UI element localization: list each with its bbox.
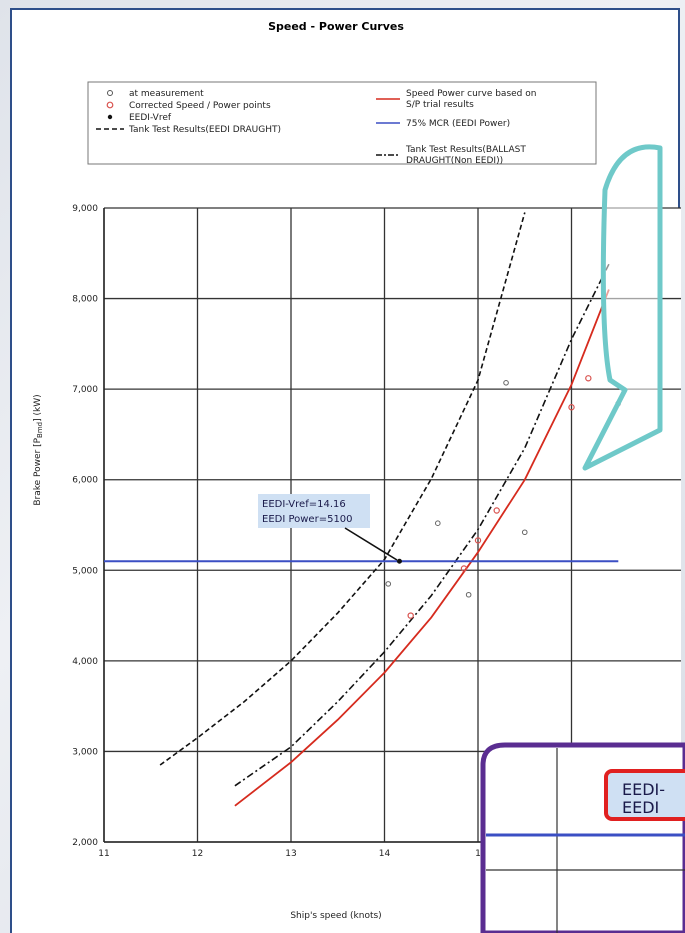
zoom-highlight-box	[604, 769, 685, 821]
y-tick-label: 4,000	[72, 657, 98, 667]
y-axis-label-sub: Bmd	[36, 422, 44, 438]
annotation-pointer	[344, 527, 398, 561]
x-tick-label: 11	[98, 849, 109, 859]
corrected-point	[493, 507, 500, 514]
annotation-bg	[258, 494, 370, 528]
y-tick-label: 8,000	[72, 295, 98, 305]
legend-label-line2: S/P trial results	[406, 100, 474, 110]
series-solid-red	[234, 289, 610, 807]
x-axis-label: Ship's speed (knots)	[290, 911, 381, 921]
legend-marker	[107, 90, 113, 96]
measured-point	[434, 520, 441, 526]
x-tick-label: 1	[475, 849, 481, 859]
corrected-point	[460, 565, 468, 572]
legend-marker	[106, 101, 114, 109]
y-axis-label-prefix: Brake Power [P	[33, 437, 43, 505]
chart-title: Speed - Power Curves	[268, 20, 404, 33]
measured-point	[503, 380, 509, 386]
legend-label: Tank Test Results(BALLAST	[405, 145, 526, 155]
y-tick-label: 7,000	[72, 385, 98, 395]
zoom-text-line1: EEDI-	[622, 780, 665, 799]
legend-label-line2: DRAUGHT(Non EEDI))	[406, 156, 503, 166]
y-tick-label: 3,000	[72, 747, 98, 757]
annotation-line1: EEDI-Vref=14.16	[262, 499, 346, 510]
corrected-point	[474, 537, 482, 544]
corrected-point	[407, 612, 414, 619]
x-tick-label: 14	[379, 849, 391, 859]
y-tick-label: 6,000	[72, 476, 98, 486]
zoom-text-line2: EEDI	[622, 798, 659, 817]
x-tick-label: 12	[192, 849, 203, 859]
eedi-annotation: EEDI-Vref=14.16 EEDI Power=5100	[258, 494, 398, 561]
y-tick-label: 9,000	[72, 204, 98, 214]
y-tick-label: 2,000	[72, 838, 98, 848]
eedi-vref-point	[396, 558, 402, 564]
zoom-inset: EEDI- EEDI	[480, 742, 685, 933]
measured-point	[385, 581, 392, 587]
legend-label: Speed Power curve based on	[406, 89, 536, 99]
annotation-line2: EEDI Power=5100	[262, 514, 353, 525]
y-axis-label-suffix: ] (kW)	[33, 394, 43, 422]
series-dashdot	[234, 263, 610, 787]
series-layer	[104, 212, 619, 807]
legend: at measurement Corrected Speed / Power po…	[87, 81, 597, 166]
y-axis-label: Brake Power [PBmd] (kW)	[33, 394, 44, 505]
corrected-point	[568, 404, 575, 411]
legend-label: Tank Test Results(EEDI DRAUGHT)	[128, 125, 281, 135]
measured-point	[521, 529, 528, 536]
series-dash	[159, 212, 526, 766]
legend-box	[87, 81, 597, 165]
legend-label: 75% MCR (EEDI Power)	[406, 119, 510, 129]
plot-area	[104, 208, 681, 828]
speech-callout	[582, 144, 663, 471]
legend-label: at measurement	[129, 89, 204, 99]
measured-point	[465, 591, 472, 598]
legend-label: EEDI-Vref	[129, 113, 172, 123]
x-tick-label: 13	[285, 849, 296, 859]
legend-marker	[107, 114, 113, 120]
corrected-point	[585, 375, 592, 382]
y-tick-label: 5,000	[72, 566, 98, 576]
legend-label: Corrected Speed / Power points	[129, 101, 271, 111]
points-layer	[385, 375, 622, 619]
